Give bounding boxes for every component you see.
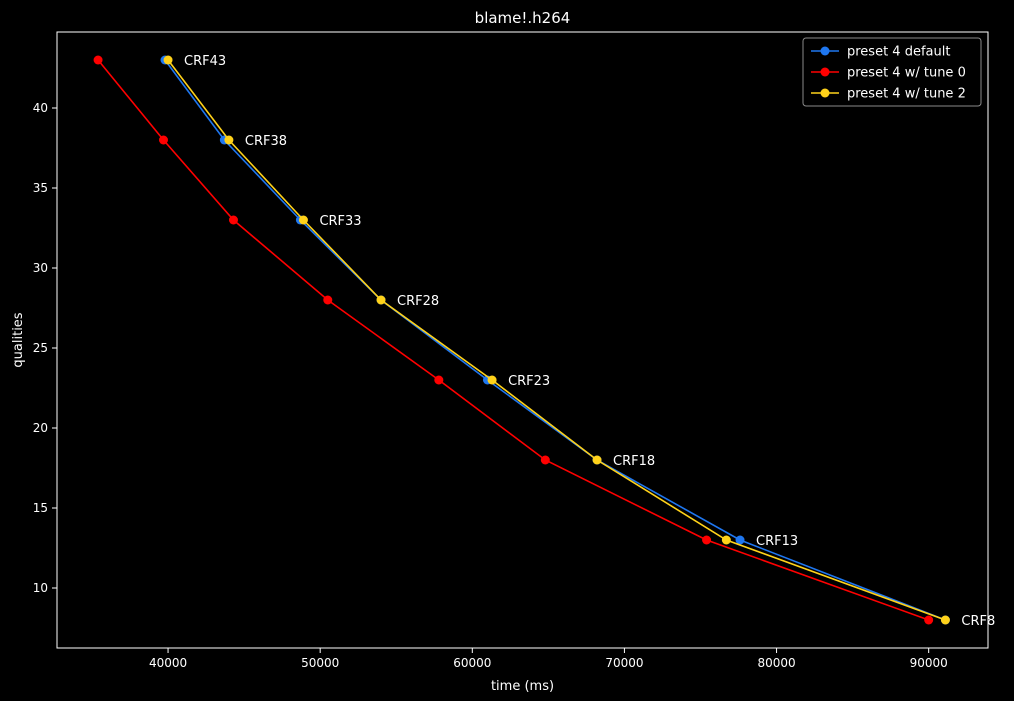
series-line — [167, 59, 946, 621]
series-line — [164, 59, 946, 621]
x-tick-label: 90000 — [910, 656, 948, 670]
annotation-label: CRF23 — [508, 374, 550, 389]
x-tick-label: 40000 — [149, 656, 187, 670]
x-tick-label: 50000 — [301, 656, 339, 670]
y-tick-label: 25 — [33, 341, 48, 355]
data-point — [735, 535, 745, 545]
data-point — [434, 375, 444, 385]
data-point — [940, 615, 950, 625]
legend-marker — [820, 67, 830, 77]
y-tick-label: 40 — [33, 101, 48, 115]
data-point — [158, 135, 168, 145]
annotation-label: CRF43 — [184, 54, 226, 69]
data-point — [323, 295, 333, 305]
legend: preset 4 default preset 4 w/ tune 0 preset… — [802, 37, 982, 107]
data-point — [702, 535, 712, 545]
annotation-label: CRF28 — [397, 294, 439, 309]
annotation-label: CRF13 — [756, 534, 798, 549]
chart-title: blame!.h264 — [475, 9, 571, 27]
data-point — [224, 135, 234, 145]
data-point — [487, 375, 497, 385]
series-3 — [163, 55, 950, 625]
x-tick-label: 70000 — [605, 656, 643, 670]
data-point — [721, 535, 731, 545]
legend-label: preset 4 w/ tune 0 — [847, 66, 966, 81]
data-point — [163, 55, 173, 65]
crf-annotations: CRF43 CRF38 CRF33 CRF28 CRF23 CRF18 CRF13 CRF8 — [184, 54, 995, 629]
legend-label: preset 4 w/ tune 2 — [847, 87, 966, 102]
y-axis-label: qualities — [11, 312, 26, 367]
x-tick-label: 60000 — [453, 656, 491, 670]
legend-marker — [820, 46, 830, 56]
data-point — [592, 455, 602, 465]
series-line — [97, 59, 929, 621]
axis-ticks: 40000 50000 60000 70000 80000 90000 10 15 20 25 30… — [33, 101, 948, 670]
plot-frame — [56, 31, 989, 649]
data-point — [93, 55, 103, 65]
data-point — [298, 215, 308, 225]
y-tick-label: 30 — [33, 261, 48, 275]
legend-label: preset 4 default — [847, 45, 950, 60]
y-tick-label: 15 — [33, 501, 48, 515]
data-point — [376, 295, 386, 305]
x-tick-label: 80000 — [757, 656, 795, 670]
plot-area — [93, 55, 950, 625]
series-2 — [93, 55, 934, 625]
y-tick-label: 35 — [33, 181, 48, 195]
legend-frame — [802, 37, 982, 107]
annotation-label: CRF18 — [613, 454, 655, 469]
data-point — [924, 615, 934, 625]
y-tick-label: 10 — [33, 581, 48, 595]
legend-marker — [820, 88, 830, 98]
data-point — [540, 455, 550, 465]
x-axis-label: time (ms) — [491, 679, 554, 694]
annotation-label: CRF38 — [245, 134, 287, 149]
annotation-label: CRF8 — [961, 614, 995, 629]
data-point — [228, 215, 238, 225]
annotation-label: CRF33 — [319, 214, 361, 229]
y-tick-label: 20 — [33, 421, 48, 435]
